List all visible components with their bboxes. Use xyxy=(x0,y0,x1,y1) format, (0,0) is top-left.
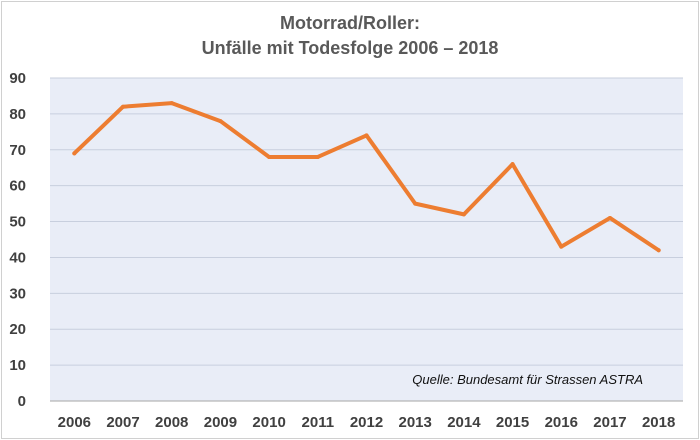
data-point xyxy=(218,119,223,124)
x-tick-label: 2007 xyxy=(106,414,139,431)
x-tick-label: 2012 xyxy=(350,414,383,431)
data-point xyxy=(510,162,515,167)
gridlines xyxy=(50,77,683,402)
y-tick-label: 50 xyxy=(9,214,26,231)
data-point xyxy=(656,248,661,253)
y-tick-label: 70 xyxy=(9,142,26,159)
data-point xyxy=(169,101,174,106)
chart-title-line-1: Motorrad/Roller: xyxy=(280,13,420,33)
x-tick-label: 2011 xyxy=(302,414,335,431)
chart-title-line-2: Unfälle mit Todesfolge 2006 – 2018 xyxy=(202,38,499,58)
y-tick-label: 20 xyxy=(9,321,26,338)
y-tick-label: 90 xyxy=(9,70,26,87)
data-point xyxy=(364,133,369,138)
y-tick-label: 0 xyxy=(18,393,26,410)
x-tick-label: 2015 xyxy=(496,414,529,431)
x-tick-label: 2014 xyxy=(447,414,481,431)
x-tick-label: 2016 xyxy=(545,414,578,431)
plot-area xyxy=(50,78,683,401)
series-layer xyxy=(72,101,661,253)
x-tick-label: 2006 xyxy=(58,414,91,431)
data-point xyxy=(267,154,272,159)
y-tick-label: 60 xyxy=(9,178,26,195)
data-point xyxy=(72,151,77,156)
x-tick-label: 2008 xyxy=(155,414,188,431)
y-axis: 0 10 20 30 40 50 60 70 80 90 xyxy=(9,70,26,410)
y-tick-label: 40 xyxy=(9,249,26,266)
x-tick-label: 2010 xyxy=(252,414,285,431)
data-point xyxy=(607,215,612,220)
x-tick-label: 2018 xyxy=(642,414,675,431)
data-point xyxy=(413,201,418,206)
y-tick-label: 10 xyxy=(9,357,26,374)
x-tick-label: 2017 xyxy=(593,414,626,431)
data-point xyxy=(461,212,466,217)
y-tick-label: 80 xyxy=(9,106,26,123)
x-tick-label: 2013 xyxy=(399,414,432,431)
x-tick-label: 2009 xyxy=(204,414,237,431)
source-note: Quelle: Bundesamt für Strassen ASTRA xyxy=(412,372,643,387)
y-tick-label: 30 xyxy=(9,285,26,302)
data-point xyxy=(559,244,564,249)
data-point xyxy=(121,104,126,109)
x-axis: 2006 2007 2008 2009 2010 2011 2012 2013 2014 2015… xyxy=(58,414,676,431)
data-point xyxy=(315,154,320,159)
